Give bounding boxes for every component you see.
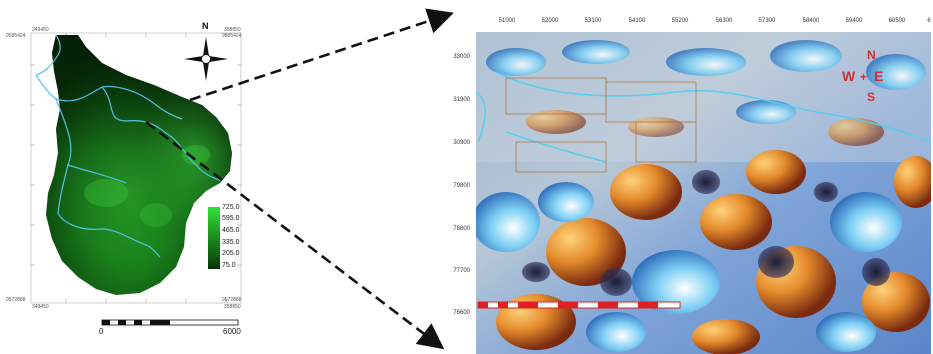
legend-label: 465.0 <box>222 227 240 234</box>
coord-top-right-y: 9585424 <box>222 33 242 39</box>
legend-label: 335.0 <box>222 239 240 246</box>
x-tick-label: 51000 <box>498 18 516 24</box>
y-tick-label: 77700 <box>453 268 470 274</box>
y-tick-label: 33000 <box>453 54 470 60</box>
legend-label: 595.0 <box>222 215 240 222</box>
compass-west-label: W <box>842 68 856 84</box>
coord-top-left-x: 349450 <box>32 27 49 33</box>
x-tick-label: 6 <box>927 18 931 24</box>
left-map-panel: N 349450 9585424 358850 9585424 9572888 … <box>6 21 246 336</box>
legend-label: 75.0 <box>222 262 236 269</box>
coord-bottom-left-x: 349450 <box>32 304 49 310</box>
compass-east-label: E <box>874 68 884 84</box>
hillshade-terrain-map <box>476 32 931 354</box>
x-tick-label: 54100 <box>628 18 646 24</box>
compass-north-label: N <box>867 48 876 62</box>
x-tick-label: 55200 <box>671 18 689 24</box>
watershed-dem <box>46 35 232 295</box>
y-tick-label: 78800 <box>453 226 470 232</box>
coord-bottom-left-y: 9572888 <box>6 297 26 303</box>
right-map-panel: 51000 52000 53100 54100 55200 56300 5730… <box>440 12 933 354</box>
x-tick-label: 60500 <box>888 18 906 24</box>
x-tick-label: 52000 <box>541 18 559 24</box>
coord-bottom-right-x: 358850 <box>224 304 241 310</box>
x-tick-label: 57300 <box>758 18 776 24</box>
y-tick-label: 79800 <box>453 183 470 189</box>
legend-label: 725.0 <box>222 204 240 211</box>
legend-color-ramp <box>208 207 220 269</box>
north-label: N <box>202 21 209 31</box>
x-tick-label: 58400 <box>802 18 820 24</box>
y-tick-label: 30900 <box>453 140 470 146</box>
x-tick-label: 59400 <box>845 18 863 24</box>
legend-label: 205.0 <box>222 250 240 257</box>
right-scale-bar <box>477 301 681 309</box>
x-tick-label: 53100 <box>584 18 602 24</box>
compass-cross-icon: + <box>860 70 868 84</box>
left-scale-bar: 0 6000 <box>99 319 241 339</box>
elevation-legend: 725.0 595.0 465.0 335.0 205.0 75.0 <box>208 204 246 273</box>
y-tick-label: 31900 <box>453 97 470 103</box>
compass-south-label: S <box>867 90 876 104</box>
x-tick-label: 56300 <box>715 18 733 24</box>
y-tick-label: 76600 <box>453 310 470 316</box>
scale-end-label: 6000 <box>223 327 241 336</box>
scale-start-label: 0 <box>99 327 104 336</box>
coord-top-left-y: 9585424 <box>6 33 26 39</box>
coord-bottom-right-y: 9572888 <box>222 297 242 303</box>
